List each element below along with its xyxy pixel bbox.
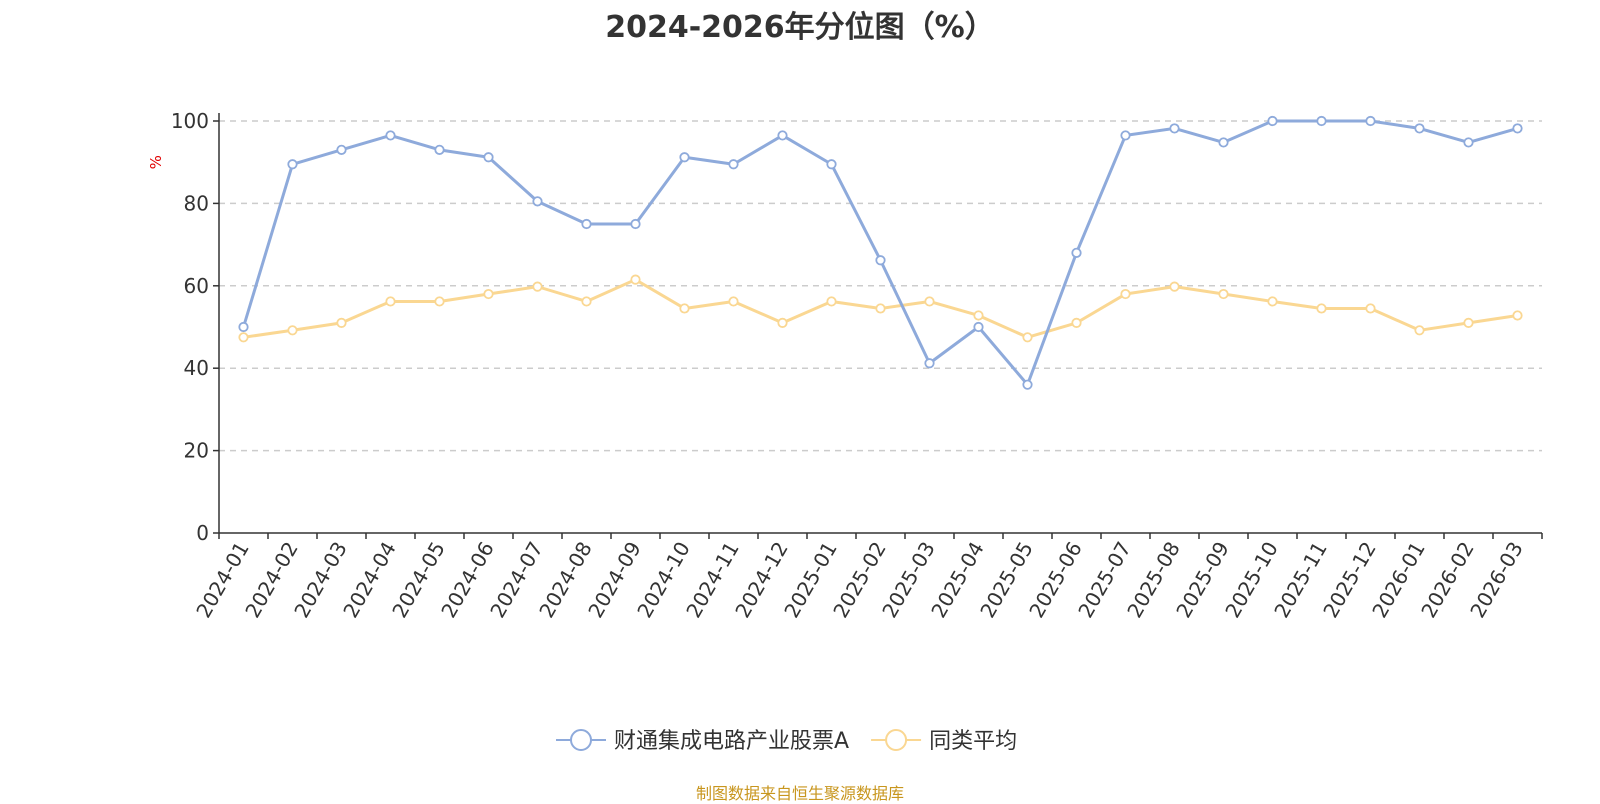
y-axis-unit-label: % [147,155,165,169]
data-point[interactable] [973,310,984,321]
data-point[interactable] [1071,247,1082,258]
series-2 [238,274,1523,343]
data-point[interactable] [385,130,396,141]
data-point[interactable] [1365,115,1376,127]
data-point[interactable] [1022,379,1033,390]
data-point[interactable] [1169,281,1180,292]
data-point[interactable] [875,255,886,266]
data-point[interactable] [1512,123,1523,134]
data-point[interactable] [1512,310,1523,321]
y-tick-label: 60 [184,274,209,298]
data-point[interactable] [1316,115,1327,127]
data-point[interactable] [924,296,935,307]
y-tick-label: 40 [184,356,209,380]
data-point[interactable] [336,144,347,155]
series-1 [238,115,1523,390]
data-point[interactable] [385,296,396,307]
data-point[interactable] [728,159,739,170]
grid-lines [219,120,1542,452]
data-point[interactable] [581,296,592,307]
axes: 020406080100%2024-012024-022024-032024-0… [147,109,1543,622]
data-point[interactable] [973,321,984,333]
data-point[interactable] [1414,123,1425,134]
data-point[interactable] [336,317,347,328]
data-point[interactable] [679,303,690,314]
data-point[interactable] [1365,303,1376,314]
data-point[interactable] [826,296,837,307]
data-point[interactable] [1071,317,1082,328]
data-point[interactable] [1463,317,1474,328]
data-point[interactable] [581,218,592,230]
data-point[interactable] [287,159,298,170]
data-point[interactable] [1267,296,1278,307]
data-point[interactable] [1169,123,1180,134]
data-point[interactable] [679,152,690,163]
data-point[interactable] [238,332,249,343]
source-note: 制图数据来自恒生聚源数据库 [695,784,904,803]
data-point[interactable] [1022,332,1033,343]
data-point[interactable] [630,274,641,285]
legend-item-1[interactable]: 财通集成电路产业股票A [556,729,849,754]
y-tick-label: 100 [171,109,209,133]
data-point[interactable] [875,303,886,314]
data-point[interactable] [826,159,837,170]
series-layer [238,115,1523,390]
data-point[interactable] [630,218,641,230]
data-point[interactable] [532,196,543,207]
data-point[interactable] [777,130,788,141]
data-point[interactable] [1267,115,1278,127]
y-tick-label: 0 [196,521,209,545]
data-point[interactable] [1218,288,1229,300]
data-point[interactable] [1414,325,1425,336]
y-tick-label: 80 [184,191,209,215]
legend-swatch-marker [885,729,908,751]
data-point[interactable] [1463,137,1474,148]
legend-label: 同类平均 [929,729,1017,754]
data-point[interactable] [434,144,445,155]
data-point[interactable] [777,317,788,328]
y-tick-label: 20 [184,439,209,463]
data-point[interactable] [1316,303,1327,314]
series-line [242,119,1518,387]
data-point[interactable] [924,358,935,369]
data-point[interactable] [532,281,543,292]
data-point[interactable] [238,321,249,333]
chart-title: 2024-2026年分位图（%） [605,10,995,45]
data-point[interactable] [1120,130,1131,141]
legend-label: 财通集成电路产业股票A [614,729,849,754]
data-point[interactable] [287,325,298,336]
data-point[interactable] [483,152,494,163]
legend-item-2[interactable]: 同类平均 [871,729,1017,754]
data-point[interactable] [1120,288,1131,300]
data-point[interactable] [434,296,445,307]
legend-swatch-marker [570,729,592,751]
data-point[interactable] [728,296,739,307]
legend[interactable]: 财通集成电路产业股票A 同类平均 [556,729,1017,754]
data-point[interactable] [1218,137,1229,148]
data-point[interactable] [483,288,494,300]
